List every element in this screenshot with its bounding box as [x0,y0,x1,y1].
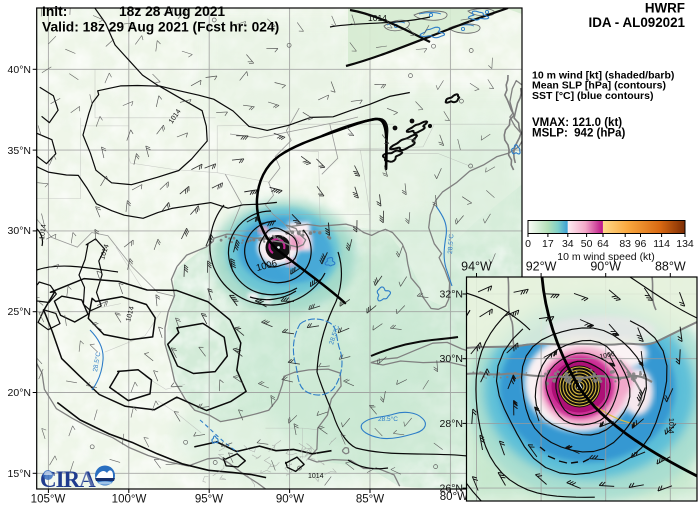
svg-text:64: 64 [597,238,609,250]
svg-text:88°W: 88°W [655,260,686,274]
svg-text:15°N: 15°N [8,468,31,480]
svg-text:90°W: 90°W [276,494,304,506]
svg-text:HWRF: HWRF [645,1,685,16]
svg-text:32°N: 32°N [440,289,463,301]
svg-text:28.5°C: 28.5°C [446,233,455,254]
svg-text:30°N: 30°N [440,353,463,365]
svg-text:85°W: 85°W [356,494,384,506]
svg-text:Valid: 18z 29 Aug 2021 (Fcst h: Valid: 18z 29 Aug 2021 (Fcst hr: 024) [42,20,279,35]
svg-text:IDA - AL092021: IDA - AL092021 [589,15,686,30]
svg-text:100°W: 100°W [112,494,147,506]
svg-text:17: 17 [542,238,554,250]
svg-text:90°W: 90°W [590,260,621,274]
svg-text:40°N: 40°N [8,64,31,76]
svg-text:Init:: Init: [42,4,67,19]
svg-text:83: 83 [619,238,631,250]
svg-text:50: 50 [581,238,593,250]
svg-text:28.5°C: 28.5°C [378,415,398,423]
svg-text:96: 96 [635,238,647,250]
svg-text:18z 28 Aug 2021: 18z 28 Aug 2021 [119,4,225,19]
svg-text:94°W: 94°W [461,260,492,274]
svg-text:92°W: 92°W [526,260,557,274]
svg-text:80°W: 80°W [440,491,468,503]
svg-text:20°N: 20°N [8,387,31,399]
svg-text:25°N: 25°N [8,306,31,318]
svg-text:0: 0 [525,238,531,250]
svg-text:95°W: 95°W [195,494,223,506]
svg-text:MSLP: 942 (hPa): MSLP: 942 (hPa) [532,128,625,140]
svg-text:34: 34 [562,238,574,250]
svg-text:1014: 1014 [368,13,387,23]
svg-text:28°N: 28°N [440,418,463,430]
svg-text:114: 114 [653,238,670,250]
svg-text:30°N: 30°N [8,225,31,237]
svg-text:105°W: 105°W [31,494,66,506]
svg-text:SST [°C] (blue contours): SST [°C] (blue contours) [532,90,653,102]
svg-text:134: 134 [676,238,694,250]
svg-text:35°N: 35°N [8,145,31,157]
